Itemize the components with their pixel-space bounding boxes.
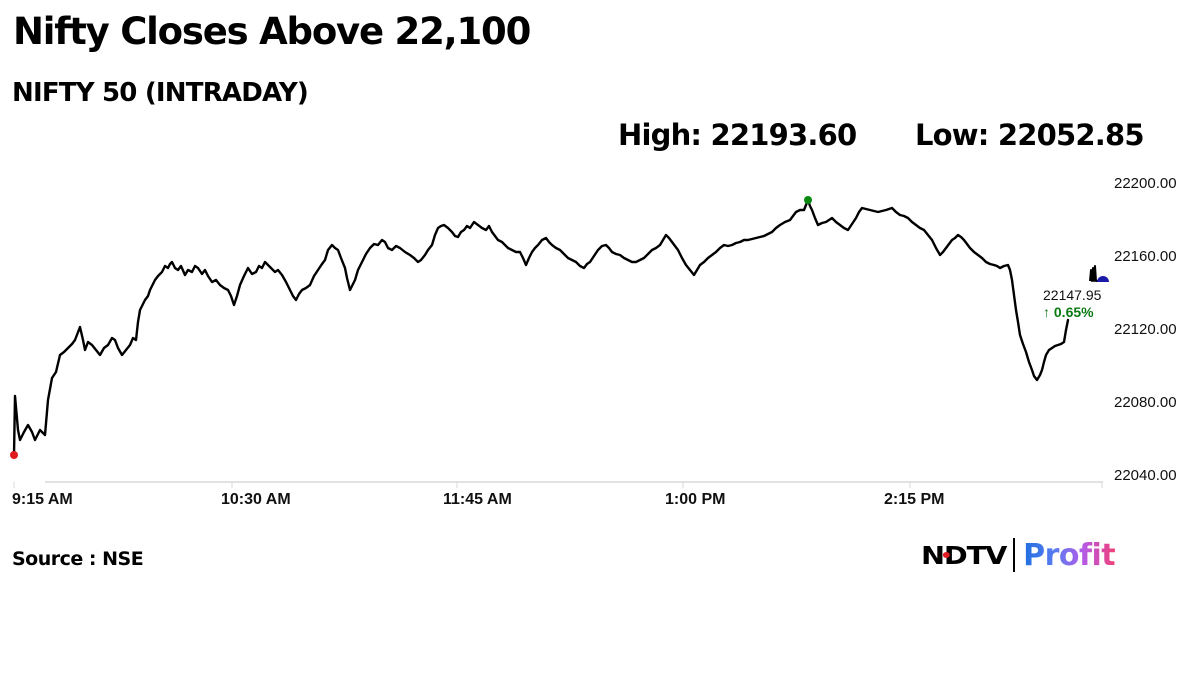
red-dot-icon [942, 551, 950, 558]
y-tick-label: 22080.00 [1114, 394, 1177, 411]
ndtv-text: NDTV [921, 540, 1007, 570]
y-tick-label: 22200.00 [1114, 175, 1177, 192]
day-high-marker [804, 196, 812, 204]
y-tick-label: 22040.00 [1114, 467, 1177, 484]
ndtv-wordmark: NDTV [921, 540, 1007, 570]
y-tick-label: 22120.00 [1114, 321, 1177, 338]
logo-divider [1013, 538, 1016, 572]
x-tick-label: 11:45 AM [443, 491, 512, 508]
y-tick-label: 22160.00 [1114, 248, 1177, 265]
open-low-marker [10, 451, 18, 459]
close-marker [1097, 276, 1109, 282]
profit-wordmark: Profit [1023, 537, 1116, 573]
day-high-label: High: 22193.60 [618, 118, 857, 152]
change-percent-label: ↑ 0.65% [1043, 304, 1094, 320]
chart-title: Nifty Closes Above 22,100 [13, 10, 531, 53]
x-tick-label: 10:30 AM [221, 491, 291, 508]
x-tick-label: 9:15 AM [12, 491, 73, 508]
x-tick-label: 2:15 PM [884, 491, 945, 508]
x-tick-label: 1:00 PM [665, 491, 726, 508]
price-line [12, 198, 1070, 457]
source-label: Source : NSE [12, 548, 144, 570]
day-low-label: Low: 22052.85 [915, 118, 1145, 152]
ndtv-profit-logo: NDTV Profit [921, 537, 1116, 573]
chart-subtitle: NIFTY 50 (INTRADAY) [12, 78, 309, 108]
last-price-label: 22147.95 [1043, 287, 1102, 303]
